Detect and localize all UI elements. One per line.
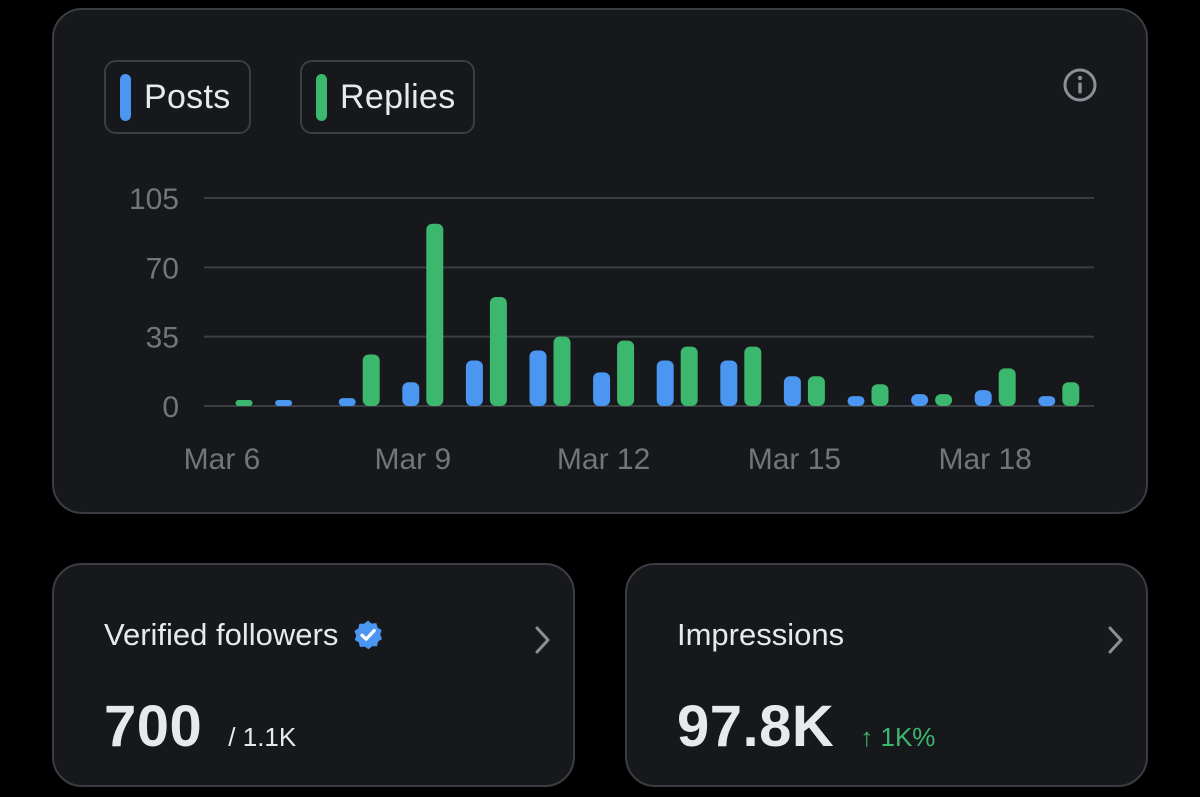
legend-replies-toggle[interactable]: Replies bbox=[300, 60, 475, 134]
posts-bar[interactable] bbox=[593, 372, 611, 406]
verified-badge-icon bbox=[354, 620, 383, 650]
legend-replies-label: Replies bbox=[340, 77, 456, 116]
activity-chart-card: Posts Replies 0 35 70 105 Mar 6 Mar 9 Mar 12 Ma… bbox=[52, 8, 1148, 514]
replies-bar[interactable] bbox=[871, 384, 889, 406]
replies-bar[interactable] bbox=[1062, 382, 1080, 406]
posts-bar[interactable] bbox=[911, 394, 929, 406]
posts-bar[interactable] bbox=[974, 390, 992, 406]
y-tick-label: 70 bbox=[146, 252, 179, 285]
posts-bar[interactable] bbox=[720, 360, 738, 406]
y-tick-label: 35 bbox=[146, 322, 179, 355]
posts-bar[interactable] bbox=[847, 396, 865, 406]
replies-bar[interactable] bbox=[617, 340, 635, 406]
legend-posts-label: Posts bbox=[144, 77, 231, 116]
posts-bar[interactable] bbox=[275, 400, 293, 406]
posts-bar[interactable] bbox=[783, 376, 801, 406]
chevron-right-icon[interactable] bbox=[1105, 625, 1127, 655]
replies-bar[interactable] bbox=[235, 400, 253, 406]
info-circle-icon[interactable] bbox=[1062, 67, 1098, 103]
impressions-value-row: 97.8K ↑ 1K% bbox=[677, 693, 935, 760]
verified-followers-title: Verified followers bbox=[104, 617, 384, 653]
posts-bar[interactable] bbox=[529, 350, 547, 406]
followers-value-row: 700 / 1.1K bbox=[104, 693, 296, 760]
verified-followers-label: Verified followers bbox=[104, 617, 339, 652]
x-tick-label: Mar 6 bbox=[184, 443, 261, 476]
followers-total: / 1.1K bbox=[228, 722, 297, 752]
posts-bar[interactable] bbox=[656, 360, 674, 406]
x-tick-label: Mar 9 bbox=[374, 443, 451, 476]
posts-bar[interactable] bbox=[338, 398, 356, 406]
impressions-change: ↑ 1K% bbox=[860, 722, 936, 752]
x-tick-label: Mar 12 bbox=[557, 443, 650, 476]
replies-bar[interactable] bbox=[680, 346, 698, 406]
replies-swatch bbox=[316, 73, 327, 121]
replies-bar[interactable] bbox=[998, 368, 1016, 406]
replies-bar[interactable] bbox=[426, 223, 444, 406]
replies-bar[interactable] bbox=[489, 297, 507, 406]
posts-bar[interactable] bbox=[465, 360, 483, 406]
posts-bar[interactable] bbox=[1038, 396, 1056, 406]
impressions-value: 97.8K bbox=[677, 694, 835, 759]
replies-bar[interactable] bbox=[553, 336, 571, 406]
replies-bar[interactable] bbox=[744, 346, 762, 406]
x-tick-label: Mar 15 bbox=[748, 443, 841, 476]
posts-swatch bbox=[120, 73, 131, 121]
replies-bar[interactable] bbox=[935, 394, 953, 406]
x-tick-label: Mar 18 bbox=[939, 443, 1032, 476]
bar-chart: 0 35 70 105 Mar 6 Mar 9 Mar 12 Mar 15 Mar 18 bbox=[129, 183, 1094, 476]
replies-bar[interactable] bbox=[807, 376, 825, 406]
chevron-right-icon[interactable] bbox=[532, 625, 554, 655]
y-tick-label: 0 bbox=[162, 391, 179, 424]
impressions-title: Impressions bbox=[677, 617, 844, 653]
replies-bar[interactable] bbox=[362, 354, 380, 406]
y-tick-label: 105 bbox=[129, 183, 179, 216]
verified-followers-card[interactable]: Verified followers 700 / 1.1K bbox=[52, 563, 575, 787]
posts-bar[interactable] bbox=[402, 382, 420, 406]
impressions-label: Impressions bbox=[677, 617, 845, 652]
impressions-card[interactable]: Impressions 97.8K ↑ 1K% bbox=[625, 563, 1148, 787]
followers-value: 700 bbox=[104, 694, 203, 759]
legend-posts-toggle[interactable]: Posts bbox=[104, 60, 251, 134]
